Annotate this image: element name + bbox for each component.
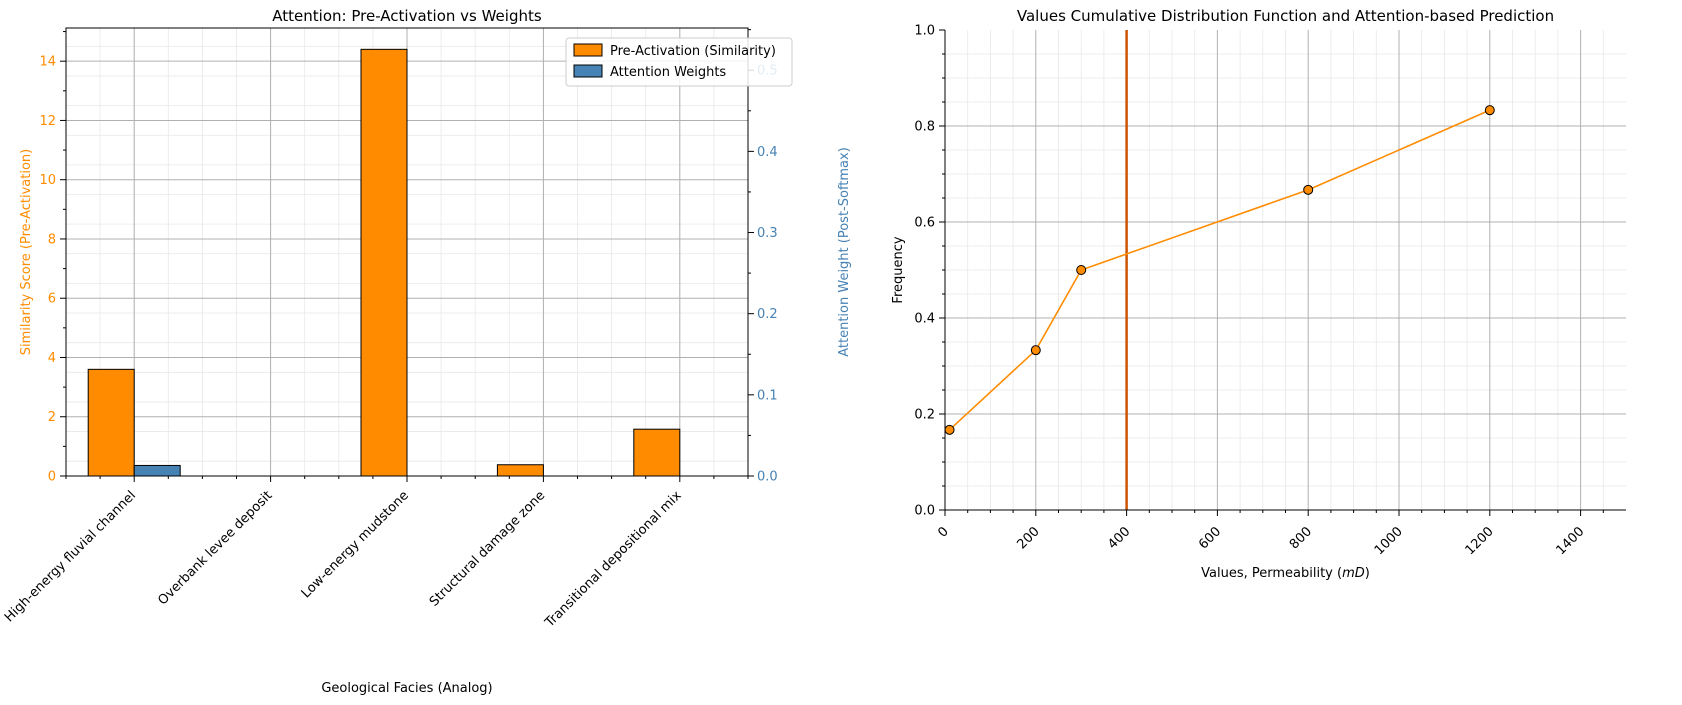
cdf-point [944, 424, 955, 435]
y-tick-label: 0.0 [914, 504, 935, 519]
y-tick-label-left: 4 [48, 351, 56, 366]
legend-box [565, 37, 793, 87]
legend-label-attention: Attention Weights [610, 65, 726, 80]
bar-pre-activation [87, 368, 135, 477]
chart-title: Attention: Pre-Activation vs Weights [272, 7, 542, 25]
x-tick-label: 400 [1105, 524, 1133, 552]
cdf-point [1303, 184, 1314, 195]
x-axis-label-paren-open: ( [1333, 566, 1342, 581]
x-tick-label: 0 [935, 524, 951, 540]
chart-title: Values Cumulative Distribution Function … [1017, 7, 1554, 25]
x-axis-label: Values, Permeability (mD) [1201, 566, 1370, 581]
x-tick-label: 600 [1196, 524, 1224, 552]
y-tick-label-left: 0 [48, 470, 56, 485]
x-tick-label: 1200 [1463, 524, 1497, 558]
x-tick-label: 200 [1014, 524, 1042, 552]
legend-swatch-pre-activation [573, 43, 603, 57]
bar-pre-activation [496, 464, 544, 477]
x-tick-label: Structural damage zone [427, 488, 548, 609]
x-axis-label: Geological Facies (Analog) [321, 681, 492, 696]
x-tick-label: 800 [1287, 524, 1315, 552]
y-tick-label-right: 0.2 [757, 307, 778, 322]
x-tick-label: Low-energy mudstone [299, 488, 412, 601]
x-tick-label: 1000 [1372, 524, 1406, 558]
bars [87, 48, 681, 477]
y-tick-label: 0.8 [914, 120, 935, 135]
x-tick-label: High-energy fluvial channel [2, 488, 139, 625]
x-tick-label: 1400 [1553, 524, 1587, 558]
bar-pre-activation [360, 48, 408, 477]
cdf-point [1076, 265, 1087, 275]
x-axis-label-paren-close: ) [1365, 566, 1370, 581]
y-tick-label: 0.4 [914, 312, 935, 327]
x-axis-label-unit: mD [1342, 566, 1365, 581]
y-tick-label: 0.6 [914, 216, 935, 231]
y-axis-label-left: Similarity Score (Pre-Activation) [19, 149, 34, 355]
legend-swatch-attention [573, 64, 603, 78]
axis-ticks: 0.0 0.2 0.4 0.6 0.8 1.0 0 200 400 600 800 1000 1200 1… [914, 24, 1604, 558]
y-tick-label: 0.2 [914, 408, 935, 423]
y-tick-label-left: 6 [48, 292, 56, 307]
legend: Pre-Activation (Similarity) Attention We… [565, 37, 793, 87]
attention-bar-chart: 024681012140.00.10.20.30.40.5High-energy… [2, 7, 852, 696]
cdf-line-chart: 0.0 0.2 0.4 0.6 0.8 1.0 0 200 400 600 800 1000 1200 1… [891, 7, 1626, 581]
cdf-points [944, 105, 1495, 435]
minor-gridlines [945, 30, 1626, 510]
y-tick-label-left: 14 [39, 55, 56, 70]
y-tick-label-left: 8 [48, 232, 56, 247]
y-tick-label-right: 0.3 [757, 226, 778, 241]
y-tick-label-right: 0.4 [757, 145, 778, 160]
cdf-point [1030, 345, 1041, 356]
y-axis-label: Frequency [891, 236, 906, 303]
bar-pre-activation [633, 428, 681, 477]
y-tick-label-left: 10 [39, 173, 56, 188]
bar-attention-weight [133, 464, 181, 477]
y-tick-label-left: 12 [39, 114, 56, 129]
y-tick-label-left: 2 [48, 410, 56, 425]
y-tick-label-right: 0.1 [757, 388, 778, 403]
legend-label-pre-activation: Pre-Activation (Similarity) [610, 44, 776, 59]
y-tick-label-right: 0.0 [757, 470, 778, 485]
x-axis-label-text: Values, Permeability [1201, 566, 1333, 581]
y-tick-label: 1.0 [914, 24, 935, 39]
y-axis-label-right: Attention Weight (Post-Softmax) [837, 147, 852, 357]
x-tick-label: Overbank levee deposit [155, 488, 275, 608]
cdf-point [1484, 105, 1495, 116]
x-tick-label: Transitional depositional mix [542, 488, 685, 631]
